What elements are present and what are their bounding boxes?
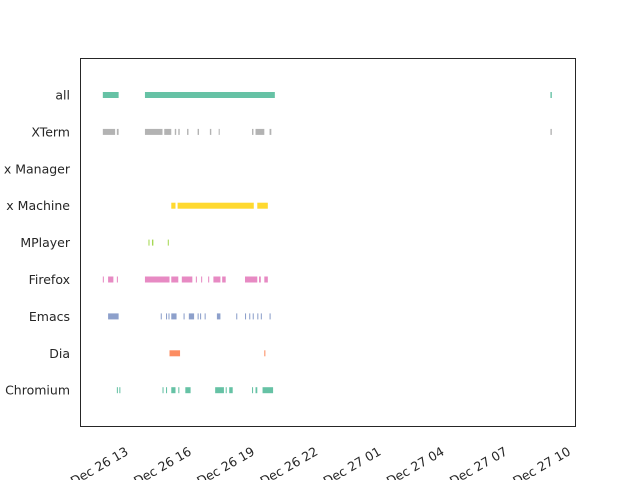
activity-bar xyxy=(255,387,258,394)
activity-bar xyxy=(187,128,189,135)
activity-bar xyxy=(178,128,180,135)
activity-bar xyxy=(208,276,210,283)
activity-bar xyxy=(108,313,119,320)
activity-bar xyxy=(160,313,162,320)
activity-bar xyxy=(245,313,247,320)
y-tick-label: MPlayer xyxy=(20,235,71,250)
activity-bar xyxy=(166,313,168,320)
activity-bar xyxy=(166,387,168,394)
activity-bar xyxy=(269,313,271,320)
activity-bar xyxy=(195,276,197,283)
activity-bar xyxy=(259,276,261,283)
activity-bar xyxy=(181,276,193,283)
activity-bar xyxy=(116,128,119,135)
y-tick-label: Firefox xyxy=(29,272,70,287)
bars-layer xyxy=(102,92,552,394)
activity-bar xyxy=(168,313,170,320)
activity-bar xyxy=(264,350,266,357)
activity-bar xyxy=(209,128,212,135)
activity-bar xyxy=(148,239,150,246)
y-tick-label: x Manager xyxy=(4,161,71,176)
activity-bar xyxy=(178,387,180,394)
activity-bar xyxy=(171,202,176,209)
axes-frame xyxy=(80,58,576,427)
activity-bar xyxy=(102,276,104,283)
activity-bar xyxy=(102,92,119,98)
activity-bar xyxy=(218,128,220,135)
activity-bar xyxy=(245,276,258,283)
activity-bar xyxy=(215,387,224,394)
y-tick-label: Chromium xyxy=(5,383,70,398)
activity-bar xyxy=(144,128,163,135)
activity-bar xyxy=(257,202,268,209)
activity-bar xyxy=(102,128,116,135)
activity-bar xyxy=(201,276,203,283)
activity-bar xyxy=(252,128,254,135)
y-tick-label: x Machine xyxy=(6,198,70,213)
activity-bar xyxy=(222,276,226,283)
activity-bar xyxy=(108,276,114,283)
activity-bar xyxy=(200,313,202,320)
y-tick-label: Dia xyxy=(49,346,70,361)
activity-bar xyxy=(197,313,199,320)
activity-bar xyxy=(164,128,172,135)
activity-bar xyxy=(183,313,185,320)
activity-bar xyxy=(119,387,121,394)
activity-bar xyxy=(260,313,262,320)
activity-bar xyxy=(262,387,274,394)
activity-bar xyxy=(252,387,254,394)
activity-bar xyxy=(264,276,268,283)
activity-bar xyxy=(151,239,154,246)
activity-bar xyxy=(255,128,265,135)
activity-bar xyxy=(269,128,272,135)
activity-bar xyxy=(204,313,206,320)
activity-bar xyxy=(162,387,164,394)
activity-bar xyxy=(550,128,552,135)
activity-bar xyxy=(188,313,195,320)
activity-bar xyxy=(252,313,254,320)
activity-bar xyxy=(236,313,238,320)
activity-bar xyxy=(171,276,179,283)
y-tick-label: XTerm xyxy=(31,124,70,139)
activity-bar xyxy=(185,387,191,394)
activity-bar xyxy=(116,276,118,283)
activity-bar xyxy=(116,387,118,394)
activity-bar xyxy=(550,92,552,98)
activity-bar xyxy=(216,313,221,320)
activity-bar xyxy=(177,202,254,209)
activity-bar xyxy=(171,387,176,394)
activity-bar xyxy=(257,313,259,320)
activity-bar xyxy=(229,387,233,394)
activity-bar xyxy=(249,313,251,320)
activity-bar xyxy=(174,128,177,135)
activity-bar xyxy=(144,276,170,283)
activity-bar xyxy=(169,350,181,357)
activity-bar xyxy=(144,92,275,98)
activity-bar xyxy=(225,387,227,394)
y-tick-label: all xyxy=(55,88,70,103)
y-axis: all XTerm x Manager x Machine MPlayer Firefox… xyxy=(4,88,71,398)
activity-bar xyxy=(171,313,177,320)
activity-bar xyxy=(197,128,200,135)
y-tick-label: Emacs xyxy=(29,309,70,324)
activity-bar xyxy=(213,276,221,283)
activity-bar xyxy=(167,239,169,246)
